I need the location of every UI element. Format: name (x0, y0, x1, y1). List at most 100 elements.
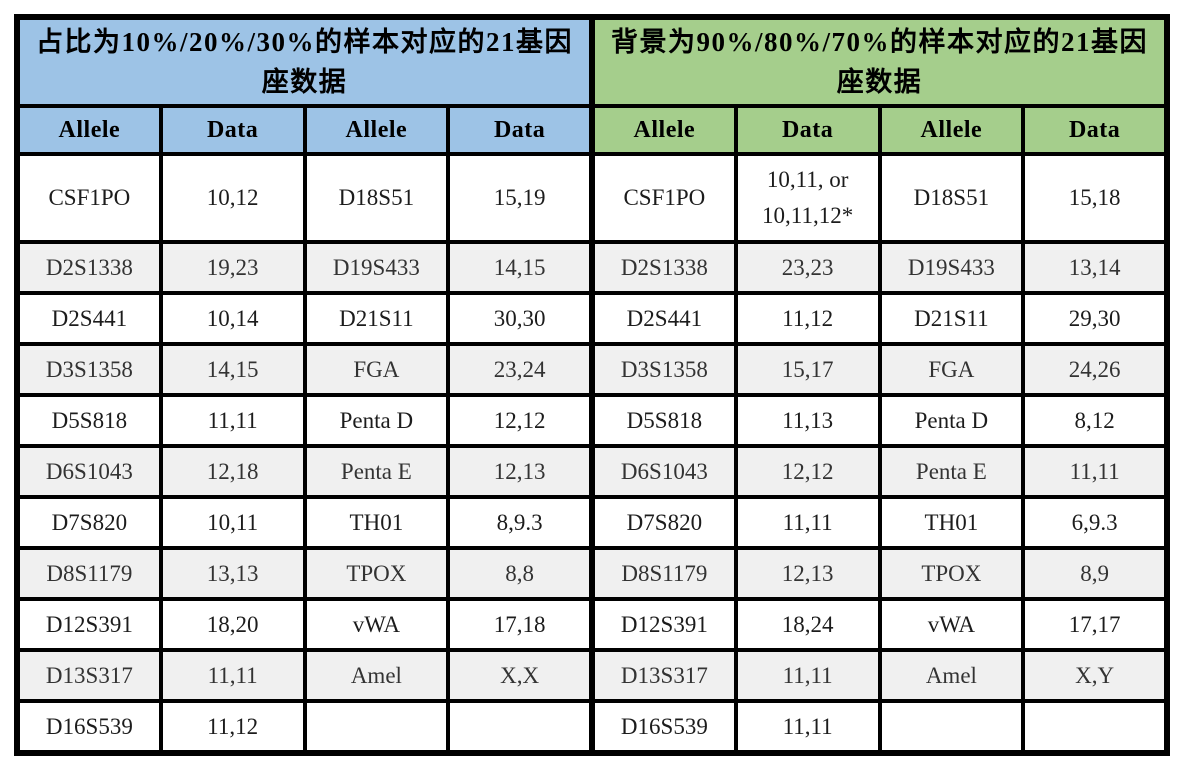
allele-cell: Amel (302, 648, 451, 703)
left-allele-header-2: Allele (302, 104, 451, 156)
allele-cell: D16S539 (589, 699, 738, 755)
data-cell: 15,17 (733, 342, 882, 397)
table-row: D12S391 18,20 vWA 17,18 D12S391 18,24 vW… (15, 597, 1169, 652)
data-cell: 12,12 (446, 393, 594, 448)
data-cell: 11,12 (158, 699, 307, 755)
allele-cell: D6S1043 (589, 444, 738, 499)
data-cell: 15,19 (446, 152, 594, 244)
data-cell: 6,9.3 (1021, 495, 1169, 550)
allele-cell: D2S441 (589, 291, 738, 346)
data-cell: 13,13 (158, 546, 307, 601)
allele-cell: D21S11 (877, 291, 1026, 346)
data-cell: X,X (446, 648, 594, 703)
allele-cell: D8S1179 (589, 546, 738, 601)
table-row: D5S818 11,11 Penta D 12,12 D5S818 11,13 … (15, 393, 1169, 448)
allele-cell: D3S1358 (589, 342, 738, 397)
right-data-header-1: Data (733, 104, 882, 156)
data-cell: 11,11 (733, 495, 882, 550)
data-cell: 11,11 (733, 699, 882, 755)
table-row: D7S820 10,11 TH01 8,9.3 D7S820 11,11 TH0… (15, 495, 1169, 550)
allele-cell: FGA (877, 342, 1026, 397)
allele-cell: D13S317 (589, 648, 738, 703)
right-data-header-2: Data (1021, 104, 1169, 156)
data-cell: 13,14 (1021, 240, 1169, 295)
allele-cell: D19S433 (302, 240, 451, 295)
allele-cell: FGA (302, 342, 451, 397)
allele-cell: D12S391 (589, 597, 738, 652)
table-row: CSF1PO 10,12 D18S51 15,19 CSF1PO 10,11, … (15, 152, 1169, 244)
allele-cell: D16S539 (15, 699, 163, 755)
left-table-title: 占比为10%/20%/30%的样本对应的21基因座数据 (15, 15, 594, 108)
data-cell: 18,20 (158, 597, 307, 652)
data-cell: 12,12 (733, 444, 882, 499)
data-cell: 8,8 (446, 546, 594, 601)
allele-cell: D8S1179 (15, 546, 163, 601)
data-cell: 11,13 (733, 393, 882, 448)
str-loci-table: 占比为10%/20%/30%的样本对应的21基因座数据 背景为90%/80%/7… (14, 14, 1170, 756)
allele-cell: D2S1338 (15, 240, 163, 295)
data-cell: 10,11 (158, 495, 307, 550)
allele-cell: D5S818 (15, 393, 163, 448)
allele-cell: TH01 (302, 495, 451, 550)
data-cell: 19,23 (158, 240, 307, 295)
data-cell: 12,13 (733, 546, 882, 601)
data-cell: 12,13 (446, 444, 594, 499)
allele-cell: D6S1043 (15, 444, 163, 499)
left-data-header-2: Data (446, 104, 594, 156)
data-cell (446, 699, 594, 755)
allele-cell: D12S391 (15, 597, 163, 652)
allele-cell: Penta D (302, 393, 451, 448)
allele-cell: D5S818 (589, 393, 738, 448)
data-cell: 15,18 (1021, 152, 1169, 244)
allele-cell: D7S820 (589, 495, 738, 550)
allele-cell (877, 699, 1026, 755)
table-row: D2S441 10,14 D21S11 30,30 D2S441 11,12 D… (15, 291, 1169, 346)
table-row: D6S1043 12,18 Penta E 12,13 D6S1043 12,1… (15, 444, 1169, 499)
data-cell: 11,11 (1021, 444, 1169, 499)
data-cell: 18,24 (733, 597, 882, 652)
allele-cell: D2S441 (15, 291, 163, 346)
allele-cell: CSF1PO (589, 152, 738, 244)
allele-cell: D13S317 (15, 648, 163, 703)
data-cell: 30,30 (446, 291, 594, 346)
allele-cell: Amel (877, 648, 1026, 703)
data-cell: 17,17 (1021, 597, 1169, 652)
data-cell: 17,18 (446, 597, 594, 652)
allele-cell: Penta D (877, 393, 1026, 448)
table-row: D2S1338 19,23 D19S433 14,15 D2S1338 23,2… (15, 240, 1169, 295)
data-cell: 29,30 (1021, 291, 1169, 346)
allele-cell (302, 699, 451, 755)
data-cell: 11,11 (158, 648, 307, 703)
right-table-title: 背景为90%/80%/70%的样本对应的21基因座数据 (589, 15, 1169, 108)
left-data-header-1: Data (158, 104, 307, 156)
allele-cell: D18S51 (302, 152, 451, 244)
data-cell: 11,11 (158, 393, 307, 448)
allele-cell: CSF1PO (15, 152, 163, 244)
left-allele-header-1: Allele (15, 104, 163, 156)
data-cell: 12,18 (158, 444, 307, 499)
allele-cell: D3S1358 (15, 342, 163, 397)
data-cell: 23,24 (446, 342, 594, 397)
data-cell (1021, 699, 1169, 755)
allele-cell: TH01 (877, 495, 1026, 550)
data-cell: 10,14 (158, 291, 307, 346)
allele-cell: Penta E (302, 444, 451, 499)
allele-cell: TPOX (302, 546, 451, 601)
allele-cell: vWA (877, 597, 1026, 652)
title-row: 占比为10%/20%/30%的样本对应的21基因座数据 背景为90%/80%/7… (15, 15, 1169, 108)
table-row: D3S1358 14,15 FGA 23,24 D3S1358 15,17 FG… (15, 342, 1169, 397)
allele-cell: D18S51 (877, 152, 1026, 244)
allele-cell: D19S433 (877, 240, 1026, 295)
right-allele-header-1: Allele (589, 104, 738, 156)
table-row: D8S1179 13,13 TPOX 8,8 D8S1179 12,13 TPO… (15, 546, 1169, 601)
allele-cell: D2S1338 (589, 240, 738, 295)
allele-cell: D21S11 (302, 291, 451, 346)
data-cell: 8,9.3 (446, 495, 594, 550)
data-cell: 11,11 (733, 648, 882, 703)
table-row: D13S317 11,11 Amel X,X D13S317 11,11 Ame… (15, 648, 1169, 703)
data-cell: 8,12 (1021, 393, 1169, 448)
data-cell: 23,23 (733, 240, 882, 295)
table-row: D16S539 11,12 D16S539 11,11 (15, 699, 1169, 755)
data-cell: 24,26 (1021, 342, 1169, 397)
